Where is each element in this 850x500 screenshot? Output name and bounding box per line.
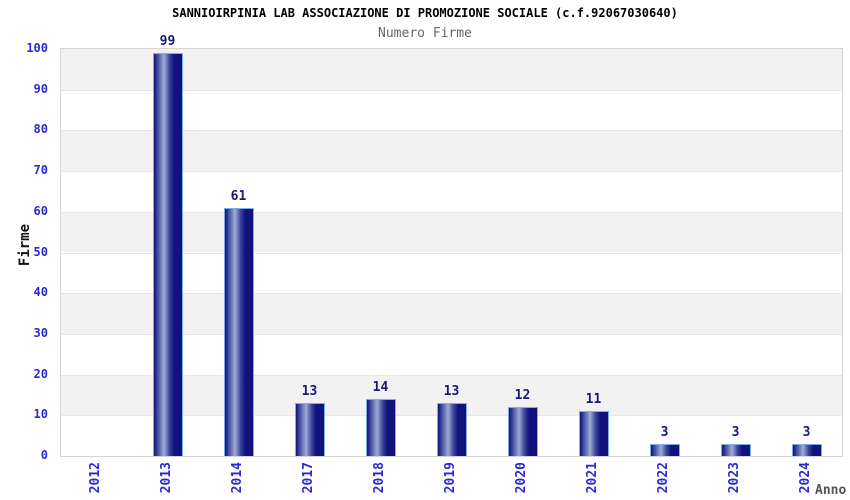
gridline — [61, 211, 842, 213]
bar — [152, 53, 183, 456]
background-band-white — [61, 171, 842, 212]
bar — [720, 443, 751, 456]
x-tick-label: 2019 — [442, 462, 458, 494]
background-band-gray — [61, 211, 842, 253]
bar — [365, 399, 396, 456]
bar — [578, 411, 609, 456]
gridline — [61, 374, 842, 376]
background-band-gray — [61, 293, 842, 334]
chart-title: SANNIOIRPINIA LAB ASSOCIAZIONE DI PROMOZ… — [172, 6, 678, 20]
background-band-gray — [61, 49, 842, 90]
y-tick-label: 90 — [33, 81, 48, 96]
bar-value-label: 12 — [514, 388, 531, 404]
plot-area: 99 61 13 14 13 12 11 3 3 3 — [60, 34, 843, 457]
bar — [436, 403, 467, 456]
x-tick-label: 2022 — [655, 462, 671, 494]
background-band-white — [61, 89, 842, 131]
y-tick-label: 30 — [33, 325, 48, 340]
bar-value-label: 11 — [585, 392, 602, 408]
bar-value-label: 3 — [802, 424, 811, 440]
x-tick-label: 2021 — [584, 462, 600, 494]
y-tick-label: 80 — [33, 122, 48, 137]
x-tick-label: 2013 — [158, 462, 174, 494]
bar — [649, 443, 680, 456]
y-tick-label: 10 — [33, 407, 48, 422]
x-axis-title: Anno — [815, 483, 847, 498]
x-tick-label: 2012 — [87, 462, 103, 494]
bar-value-label: 13 — [443, 384, 460, 400]
y-tick-label: 60 — [33, 203, 48, 218]
gridline — [61, 171, 842, 173]
x-tick-label: 2018 — [371, 462, 387, 494]
y-tick-label: 70 — [33, 163, 48, 178]
background-band-gray — [61, 130, 842, 172]
bar — [294, 403, 325, 456]
y-tick-label: 20 — [33, 366, 48, 381]
bar-value-label: 14 — [372, 380, 389, 396]
bar — [791, 443, 822, 456]
x-tick-label: 2024 — [797, 462, 813, 494]
background-band-white — [61, 333, 842, 375]
bar-value-label: 61 — [230, 188, 247, 204]
bar-value-label: 13 — [301, 384, 318, 400]
bar-value-label: 3 — [660, 424, 669, 440]
x-tick-label: 2023 — [726, 462, 742, 494]
x-tick-label: 2020 — [513, 462, 529, 494]
gridline — [61, 130, 842, 132]
bar-value-label: 99 — [159, 34, 176, 50]
bar — [507, 407, 538, 456]
background-band-white — [61, 252, 842, 294]
bar — [223, 207, 254, 456]
y-tick-label: 100 — [26, 41, 48, 55]
y-tick-label: 50 — [33, 244, 48, 259]
bar-value-label: 3 — [731, 424, 740, 440]
y-tick-label: 40 — [33, 285, 48, 300]
gridline — [61, 252, 842, 254]
chart-subtitle: Numero Firme — [378, 26, 472, 41]
x-tick-label: 2014 — [229, 462, 245, 494]
gridline — [61, 333, 842, 335]
y-tick-label: 0 — [40, 448, 48, 462]
gridline — [61, 89, 842, 91]
gridline — [61, 293, 842, 295]
x-tick-label: 2017 — [300, 462, 316, 494]
